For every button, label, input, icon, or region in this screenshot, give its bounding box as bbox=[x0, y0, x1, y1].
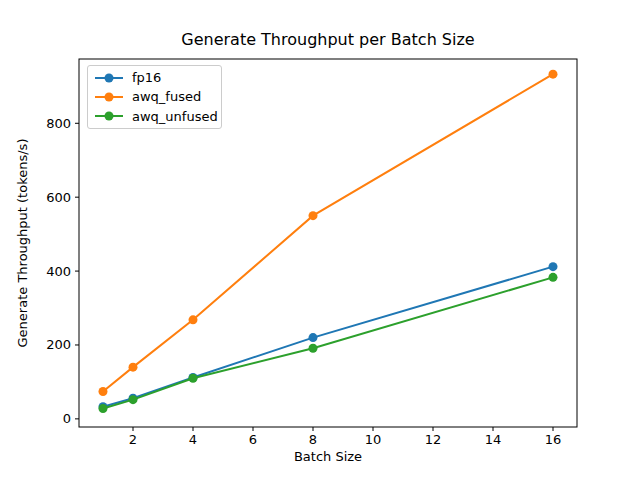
chart-figure: Generate Throughput per Batch Size 24681… bbox=[0, 0, 640, 480]
line-marker-icon bbox=[94, 90, 124, 104]
data-point-awq_unfused bbox=[99, 404, 108, 413]
x-tick-label: 2 bbox=[129, 432, 137, 447]
y-tick-label: 800 bbox=[46, 116, 71, 131]
legend-label: awq_fused bbox=[132, 90, 201, 103]
x-tick-label: 6 bbox=[249, 432, 257, 447]
line-marker-icon bbox=[94, 71, 124, 85]
data-point-awq_fused bbox=[99, 387, 108, 396]
y-tick-label: 600 bbox=[46, 190, 71, 205]
legend-item-awq-fused: awq_fused bbox=[94, 87, 221, 106]
x-tick-label: 14 bbox=[485, 432, 502, 447]
y-axis-label: Generate Throughput (tokens/s) bbox=[15, 139, 30, 348]
data-point-awq_unfused bbox=[309, 344, 318, 353]
data-point-fp16 bbox=[309, 333, 318, 342]
x-axis-label: Batch Size bbox=[79, 449, 577, 464]
line-marker-icon bbox=[94, 109, 124, 123]
data-point-awq_fused bbox=[129, 363, 138, 372]
series-line-awq_unfused bbox=[103, 277, 553, 408]
x-tick-label: 16 bbox=[545, 432, 562, 447]
legend-item-awq-unfused: awq_unfused bbox=[94, 107, 221, 126]
x-tick-label: 4 bbox=[189, 432, 197, 447]
legend: fp16 awq_fused awq_unfused bbox=[87, 65, 222, 129]
data-point-awq_unfused bbox=[549, 273, 558, 282]
y-tick-label: 400 bbox=[46, 264, 71, 279]
legend-label: awq_unfused bbox=[132, 110, 218, 123]
y-tick-label: 200 bbox=[46, 337, 71, 352]
legend-label: fp16 bbox=[132, 71, 161, 84]
data-point-awq_fused bbox=[309, 211, 318, 220]
x-tick-label: 10 bbox=[365, 432, 382, 447]
data-point-awq_unfused bbox=[129, 395, 138, 404]
data-point-awq_unfused bbox=[189, 374, 198, 383]
x-tick-label: 8 bbox=[309, 432, 317, 447]
data-point-fp16 bbox=[549, 262, 558, 271]
data-point-awq_fused bbox=[549, 70, 558, 79]
data-point-awq_fused bbox=[189, 315, 198, 324]
y-tick-label: 0 bbox=[63, 411, 71, 426]
legend-item-fp16: fp16 bbox=[94, 68, 221, 87]
x-tick-label: 12 bbox=[425, 432, 442, 447]
